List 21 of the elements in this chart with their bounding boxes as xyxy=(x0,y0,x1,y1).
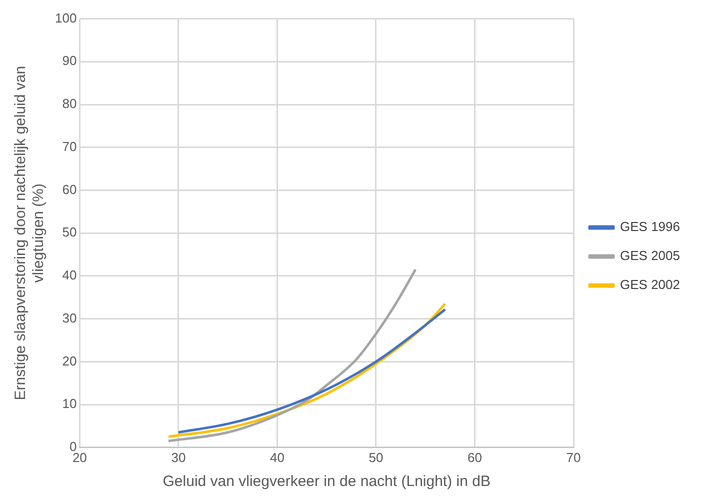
x-axis-title: Geluid van vliegverkeer in de nacht (Lnight) in dB xyxy=(162,473,490,490)
y-tick-label: 60 xyxy=(62,182,77,197)
x-tick-label: 30 xyxy=(171,450,186,465)
y-tick-label: 70 xyxy=(62,138,77,154)
y-tick-label: 100 xyxy=(54,10,77,26)
y-tick-label: 30 xyxy=(62,310,77,326)
legend-label: GES 2005 xyxy=(620,248,680,264)
legend-label: GES 2002 xyxy=(620,277,680,292)
y-tick-label: 80 xyxy=(62,96,77,112)
y-axis-title: Ernstige slaapverstoring door nachtelijk geluid van vliegtuigen (%) xyxy=(12,66,48,400)
x-tick-label: 50 xyxy=(368,450,384,465)
x-tick-label: 40 xyxy=(270,450,284,465)
legend-label: GES 1996 xyxy=(620,219,680,234)
line-series xyxy=(167,268,417,442)
y-tick-label: 20 xyxy=(62,353,77,368)
x-tick-label: 60 xyxy=(468,450,482,465)
y-tick-label: 90 xyxy=(62,53,77,68)
y-tick-label: 10 xyxy=(62,396,77,412)
y-tick-label: 40 xyxy=(62,268,77,283)
y-tick-label: 50 xyxy=(62,224,77,240)
x-tick-label: 70 xyxy=(566,450,581,465)
